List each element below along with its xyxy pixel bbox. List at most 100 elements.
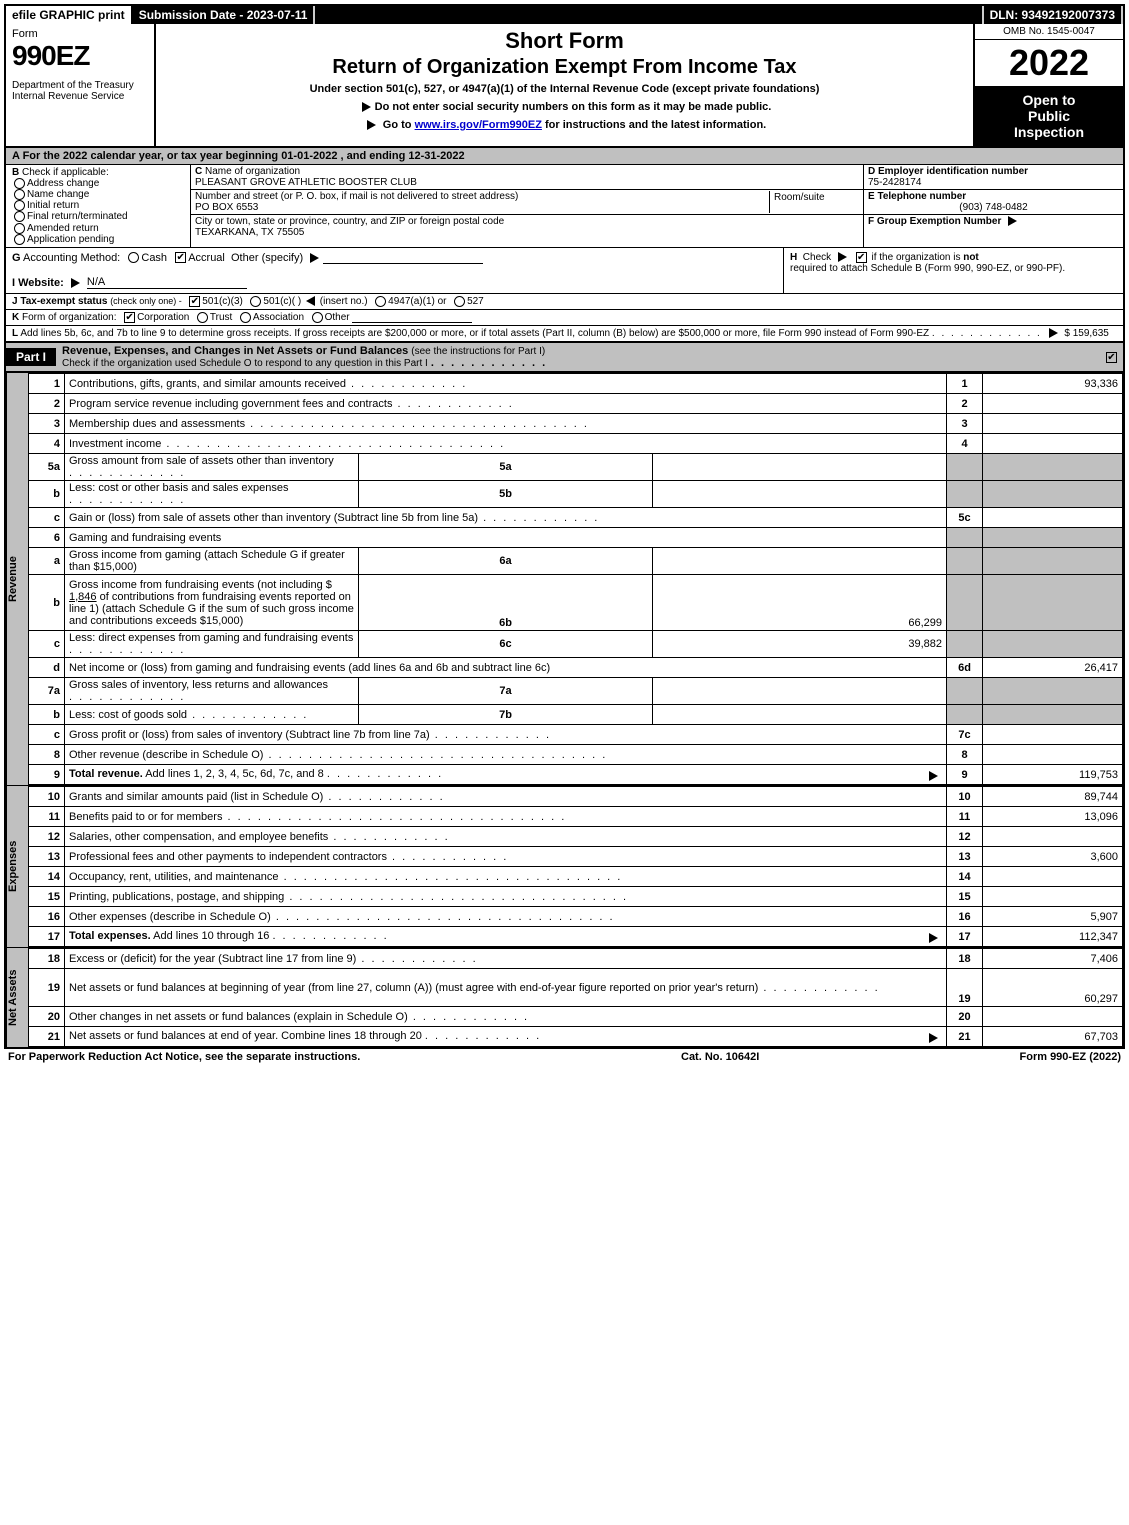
arrow-icon [367, 120, 376, 130]
h-not: not [963, 252, 979, 263]
g-block: G Accounting Method: Cash Accrual Other … [6, 248, 783, 293]
l6a-subval [653, 548, 947, 575]
checkbox-accrual[interactable] [175, 252, 186, 263]
radio-trust[interactable] [197, 312, 208, 323]
l1-desc-text: Contributions, gifts, grants, and simila… [69, 378, 346, 390]
radio-cash[interactable] [128, 252, 139, 263]
l6-rval-shade [983, 528, 1123, 548]
checkbox-h-not-required[interactable] [856, 252, 867, 263]
radio-527[interactable] [454, 296, 465, 307]
l13-no: 13 [29, 847, 65, 867]
website-value: N/A [87, 276, 105, 288]
l4-no: 4 [29, 434, 65, 454]
badge-open-line2: Public [979, 108, 1119, 124]
l3-rval [983, 414, 1123, 434]
l8-rno: 8 [947, 745, 983, 765]
checkbox-address-change[interactable] [14, 178, 25, 189]
revenue-table: 1 Contributions, gifts, grants, and simi… [28, 373, 1123, 785]
header-mid: Short Form Return of Organization Exempt… [156, 24, 973, 146]
arrow-icon [310, 253, 319, 263]
l20-rno: 20 [947, 1007, 983, 1027]
irs-link[interactable]: www.irs.gov/Form990EZ [415, 119, 542, 131]
l7c-rno: 7c [947, 725, 983, 745]
arrow-icon [1049, 328, 1058, 338]
j-label: J Tax-exempt status [12, 296, 107, 307]
website-input[interactable]: N/A [87, 276, 247, 289]
l9-desc: Total revenue. Add lines 1, 2, 3, 4, 5c,… [65, 765, 947, 785]
checkbox-application-pending[interactable] [14, 234, 25, 245]
l19-rval: 60,297 [983, 969, 1123, 1007]
radio-association[interactable] [240, 312, 251, 323]
l17-rno: 17 [947, 927, 983, 947]
h-post2: required to attach Schedule B (Form 990,… [790, 263, 1065, 274]
l5c-rval [983, 508, 1123, 528]
expenses-table: 10 Grants and similar amounts paid (list… [28, 786, 1123, 947]
col-b: B Check if applicable: Address change Na… [6, 165, 191, 247]
l20-rval [983, 1007, 1123, 1027]
checkbox-corporation[interactable] [124, 312, 135, 323]
checkbox-amended-return[interactable] [14, 223, 25, 234]
line-5b: b Less: cost or other basis and sales ex… [29, 481, 1123, 508]
l6a-subno: 6a [359, 548, 653, 575]
l6d-no: d [29, 658, 65, 678]
l15-desc-text: Printing, publications, postage, and shi… [69, 891, 284, 903]
line-11: 11 Benefits paid to or for members 11 13… [29, 807, 1123, 827]
l6-desc: Gaming and fundraising events [65, 528, 947, 548]
h-pre: Check [803, 252, 831, 263]
l18-desc-text: Excess or (deficit) for the year (Subtra… [69, 953, 356, 965]
net-assets-side-label: Net Assets [6, 948, 28, 1047]
l21-rval: 67,703 [983, 1027, 1123, 1047]
revenue-table-wrap: 1 Contributions, gifts, grants, and simi… [28, 373, 1123, 785]
h-post1: if the organization is [872, 252, 964, 263]
checkbox-final-return[interactable] [14, 211, 25, 222]
k-other-input[interactable] [352, 322, 472, 323]
l7a-rval-shade [983, 678, 1123, 705]
l18-rno: 18 [947, 949, 983, 969]
line-21: 21 Net assets or fund balances at end of… [29, 1027, 1123, 1047]
arrow-icon [929, 1033, 938, 1043]
title-short-form: Short Form [162, 28, 967, 54]
b-item-4: Amended return [27, 223, 99, 234]
l10-desc: Grants and similar amounts paid (list in… [65, 787, 947, 807]
title-return: Return of Organization Exempt From Incom… [162, 56, 967, 79]
l16-rno: 16 [947, 907, 983, 927]
section-j: J Tax-exempt status (check only one) - 5… [6, 294, 1123, 310]
section-b-c-def: B Check if applicable: Address change Na… [6, 165, 1123, 248]
radio-4947[interactable] [375, 296, 386, 307]
l12-desc: Salaries, other compensation, and employ… [65, 827, 947, 847]
part1-title-wrap: Revenue, Expenses, and Changes in Net As… [56, 343, 1104, 371]
k-item-2: Association [253, 312, 304, 323]
line-9: 9 Total revenue. Add lines 1, 2, 3, 4, 5… [29, 765, 1123, 785]
part1-title-sub: (see the instructions for Part I) [411, 346, 545, 357]
l15-rno: 15 [947, 887, 983, 907]
l4-rno: 4 [947, 434, 983, 454]
line-19: 19 Net assets or fund balances at beginn… [29, 969, 1123, 1007]
l6b-desc-post: of contributions from fundraising events… [69, 591, 354, 627]
b-item-1: Name change [27, 189, 89, 200]
radio-501c[interactable] [250, 296, 261, 307]
l21-rno: 21 [947, 1027, 983, 1047]
l6b-no: b [29, 575, 65, 631]
line-1: 1 Contributions, gifts, grants, and simi… [29, 374, 1123, 394]
line-5a: 5a Gross amount from sale of assets othe… [29, 454, 1123, 481]
l12-rval [983, 827, 1123, 847]
c-name-row: C Name of organization PLEASANT GROVE AT… [191, 165, 863, 190]
l14-no: 14 [29, 867, 65, 887]
checkbox-initial-return[interactable] [14, 200, 25, 211]
checkbox-schedule-o[interactable] [1106, 352, 1117, 363]
l17-desc-text: Total expenses. [69, 930, 151, 942]
checkbox-name-change[interactable] [14, 189, 25, 200]
line-14: 14 Occupancy, rent, utilities, and maint… [29, 867, 1123, 887]
badge-open-line3: Inspection [979, 124, 1119, 140]
city-value: TEXARKANA, TX 75505 [195, 227, 304, 238]
l14-desc: Occupancy, rent, utilities, and maintena… [65, 867, 947, 887]
arrow-icon [362, 102, 371, 112]
badge-open-line1: Open to [979, 92, 1119, 108]
l6a-desc: Gross income from gaming (attach Schedul… [65, 548, 359, 575]
g-other-input[interactable] [323, 263, 483, 264]
radio-other-org[interactable] [312, 312, 323, 323]
l5c-no: c [29, 508, 65, 528]
note-ssn: Do not enter social security numbers on … [162, 101, 967, 113]
j-o4: 527 [467, 296, 484, 307]
checkbox-501c3[interactable] [189, 296, 200, 307]
